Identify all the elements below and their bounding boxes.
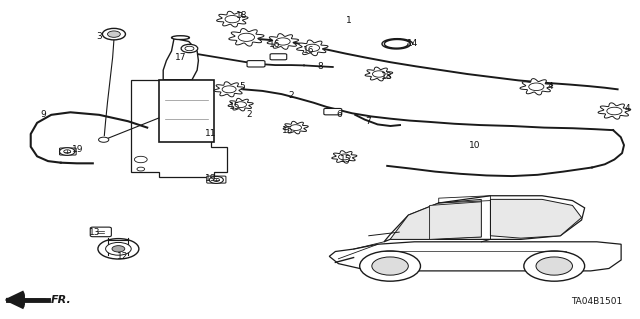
Text: 11: 11 (205, 130, 217, 138)
Circle shape (209, 176, 223, 183)
Circle shape (235, 102, 246, 108)
Text: TA04B1501: TA04B1501 (571, 297, 622, 306)
Circle shape (225, 16, 239, 23)
Polygon shape (598, 103, 631, 119)
FancyBboxPatch shape (60, 148, 76, 155)
Text: 12: 12 (117, 252, 129, 261)
Circle shape (222, 86, 236, 93)
Text: 14: 14 (407, 39, 419, 48)
Circle shape (64, 150, 70, 153)
Polygon shape (429, 202, 481, 239)
Circle shape (536, 257, 573, 275)
FancyBboxPatch shape (270, 54, 287, 60)
Text: 18: 18 (236, 11, 247, 20)
Circle shape (185, 46, 194, 51)
FancyBboxPatch shape (90, 227, 111, 237)
Text: 18: 18 (381, 72, 393, 81)
Ellipse shape (172, 36, 189, 40)
Polygon shape (228, 98, 253, 111)
Circle shape (181, 44, 198, 53)
FancyBboxPatch shape (207, 176, 226, 183)
Text: 15: 15 (228, 102, 240, 111)
Circle shape (108, 31, 120, 37)
Polygon shape (214, 82, 244, 97)
Circle shape (112, 246, 125, 252)
Polygon shape (229, 29, 264, 46)
Circle shape (360, 251, 420, 281)
Text: 15: 15 (340, 155, 351, 164)
Polygon shape (296, 40, 328, 56)
Polygon shape (384, 196, 585, 242)
Polygon shape (8, 295, 48, 305)
Circle shape (524, 251, 585, 281)
Text: 4: 4 (548, 82, 553, 91)
Polygon shape (520, 78, 553, 95)
Circle shape (98, 239, 139, 259)
Polygon shape (216, 11, 248, 27)
Circle shape (213, 178, 220, 182)
Circle shape (238, 33, 255, 41)
Polygon shape (163, 38, 198, 80)
Polygon shape (283, 121, 308, 134)
Text: 1: 1 (346, 16, 351, 25)
Polygon shape (267, 33, 299, 49)
Text: 10: 10 (469, 141, 481, 150)
Text: 8: 8 (317, 63, 323, 71)
Circle shape (290, 125, 301, 130)
Polygon shape (131, 80, 227, 177)
Circle shape (607, 107, 622, 115)
Text: 13: 13 (89, 228, 100, 237)
Circle shape (102, 28, 125, 40)
Polygon shape (365, 67, 393, 81)
Circle shape (106, 242, 131, 255)
Text: 7: 7 (365, 117, 371, 126)
Circle shape (372, 257, 408, 275)
Polygon shape (329, 242, 621, 271)
Text: 15: 15 (282, 126, 294, 135)
Text: 2: 2 (247, 110, 252, 119)
Text: 19: 19 (205, 174, 217, 183)
Polygon shape (159, 80, 214, 142)
Circle shape (137, 167, 145, 171)
Text: 16: 16 (269, 40, 281, 48)
Text: 3: 3 (97, 32, 102, 41)
Circle shape (134, 156, 147, 163)
Circle shape (529, 83, 544, 91)
Text: 4: 4 (625, 104, 630, 113)
Polygon shape (490, 199, 582, 238)
Text: 9: 9 (41, 110, 46, 119)
FancyBboxPatch shape (324, 108, 342, 115)
Circle shape (99, 137, 109, 142)
Circle shape (60, 148, 75, 155)
FancyBboxPatch shape (247, 61, 265, 67)
Polygon shape (332, 151, 357, 163)
Polygon shape (390, 199, 481, 239)
Text: 17: 17 (175, 53, 186, 62)
Text: 2: 2 (289, 91, 294, 100)
Circle shape (305, 44, 319, 51)
Text: 6: 6 (337, 110, 342, 119)
Text: 16: 16 (303, 46, 314, 55)
Text: FR.: FR. (51, 295, 72, 306)
Text: 19: 19 (72, 145, 84, 154)
Circle shape (276, 38, 290, 45)
Text: 5: 5 (239, 82, 244, 91)
Circle shape (372, 71, 385, 77)
Circle shape (339, 154, 350, 160)
